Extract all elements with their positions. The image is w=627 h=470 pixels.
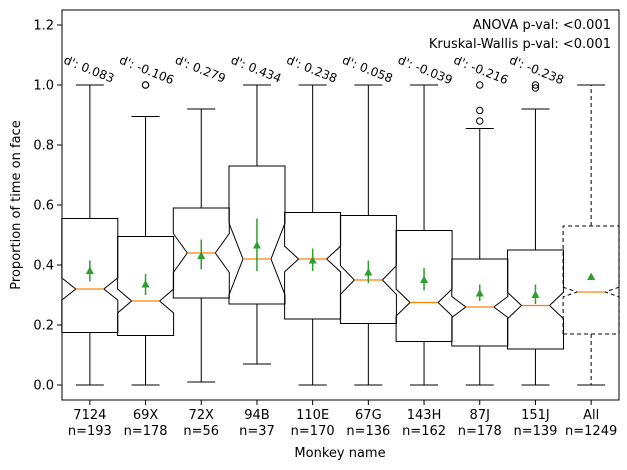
x-tick-count-label: n=56 (183, 424, 219, 439)
x-axis: 7124n=19369Xn=17872Xn=5694Bn=37110En=170… (68, 400, 617, 439)
outlier-point (531, 84, 540, 92)
mean-marker (531, 290, 540, 298)
box-151J (507, 81, 564, 386)
notched-box (284, 212, 342, 320)
mean-marker (252, 241, 261, 249)
x-tick-count-label: n=178 (458, 424, 502, 439)
box-7124 (61, 84, 119, 386)
x-tick-count-label: n=178 (124, 424, 168, 439)
mean-marker (308, 256, 317, 264)
y-tick-label: 1.0 (33, 79, 54, 94)
box-All (562, 84, 620, 386)
mean-marker (420, 275, 429, 283)
mean-marker (141, 280, 150, 288)
anova-annotation: ANOVA p-val: <0.001 (473, 18, 611, 33)
x-tick-label: 143H (407, 408, 442, 423)
mean-marker (364, 268, 373, 276)
x-tick-label: 87J (470, 408, 490, 423)
outlier-point (531, 81, 540, 89)
mean-marker (475, 289, 484, 297)
outlier-point (141, 81, 150, 89)
x-tick-label: 69X (133, 408, 159, 423)
x-tick-count-label: n=162 (402, 424, 446, 439)
box-67G (339, 84, 397, 386)
y-tick-label: 0.0 (33, 379, 54, 394)
x-tick-label: 72X (189, 408, 215, 423)
y-tick-label: 0.4 (33, 259, 54, 274)
x-tick-label: 110E (296, 408, 329, 423)
x-tick-count-label: n=170 (291, 424, 335, 439)
y-axis-label: Proportion of time on face (9, 120, 24, 289)
y-tick-label: 0.6 (33, 199, 54, 214)
box-110E (284, 84, 342, 386)
x-tick-count-label: n=37 (239, 424, 275, 439)
mean-marker (197, 251, 206, 259)
notched-box (61, 218, 119, 333)
boxes (61, 81, 620, 386)
notched-box (117, 236, 175, 336)
x-tick-label: 151J (521, 408, 550, 423)
y-tick-label: 1.2 (33, 19, 54, 34)
outlier-point (476, 81, 484, 89)
x-tick-label: All (583, 408, 599, 423)
notched-box (507, 249, 564, 350)
x-tick-count-label: n=1249 (565, 424, 617, 439)
notched-box (339, 215, 397, 324)
kruskal-wallis-annotation: Kruskal-Wallis p-val: <0.001 (429, 37, 611, 52)
outlier-point (476, 106, 484, 115)
mean-marker (587, 272, 596, 280)
outlier-point (476, 117, 484, 125)
x-tick-count-label: n=193 (68, 424, 112, 439)
box-69X (117, 81, 175, 386)
notched-box (562, 225, 620, 335)
x-tick-label: 7124 (73, 408, 106, 423)
x-tick-label: 67G (355, 408, 382, 423)
x-axis-label: Monkey name (294, 446, 385, 461)
mean-marker (85, 266, 94, 274)
y-axis: 0.0 0.2 0.4 0.6 0.8 1.0 1.2 (33, 19, 62, 394)
x-tick-count-label: n=136 (346, 424, 390, 439)
x-tick-count-label: n=139 (513, 424, 557, 439)
y-tick-label: 0.8 (33, 139, 54, 154)
y-tick-label: 0.2 (33, 319, 54, 334)
x-tick-label: 94B (244, 408, 269, 423)
